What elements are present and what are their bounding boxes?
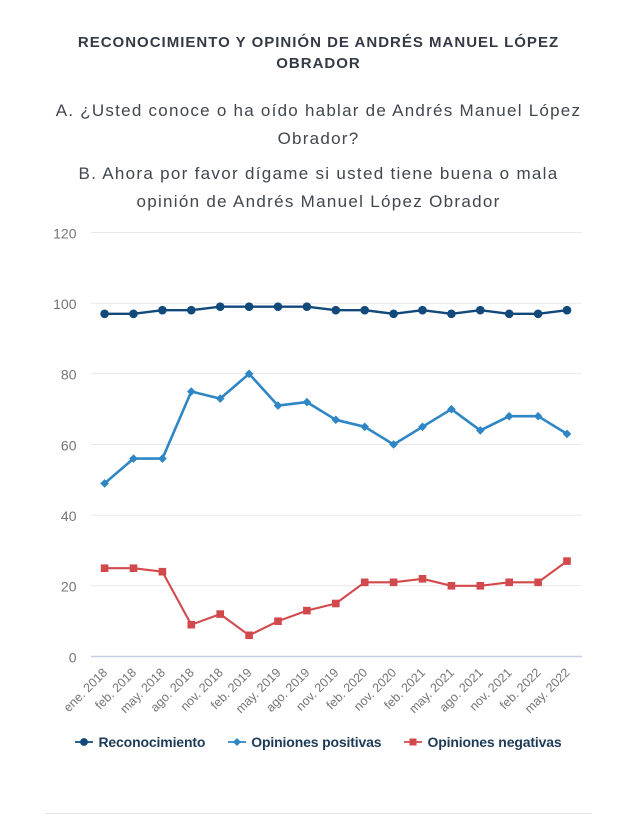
svg-text:100: 100 (53, 296, 77, 312)
svg-text:40: 40 (61, 508, 77, 524)
svg-text:120: 120 (53, 225, 77, 241)
svg-text:80: 80 (61, 367, 77, 383)
svg-text:0: 0 (69, 649, 77, 665)
svg-text:60: 60 (61, 437, 77, 453)
svg-text:20: 20 (61, 579, 77, 595)
